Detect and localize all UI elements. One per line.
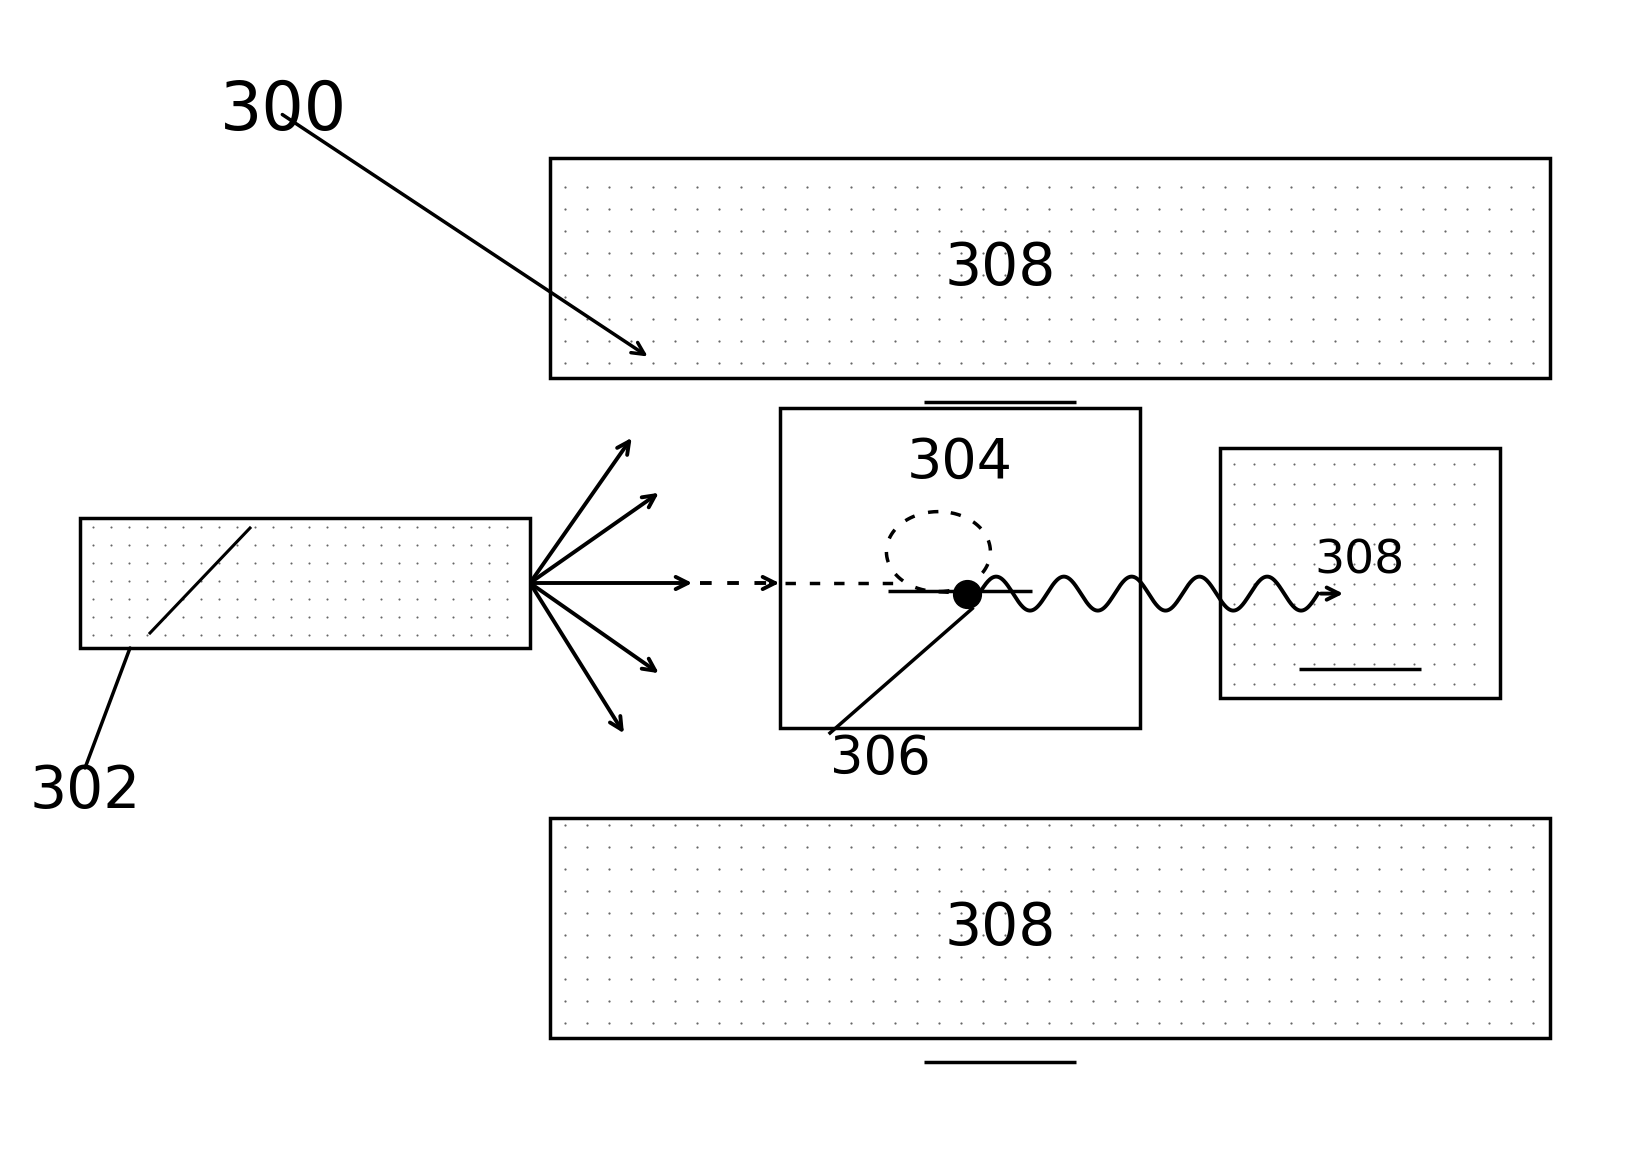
Text: 306: 306 <box>829 733 930 785</box>
Text: 308: 308 <box>945 900 1055 957</box>
Text: 308: 308 <box>945 240 1055 296</box>
Bar <box>550 818 1550 1038</box>
Bar <box>780 408 1140 728</box>
Text: 300: 300 <box>220 78 346 144</box>
Bar <box>550 157 1550 378</box>
Text: 308: 308 <box>1315 538 1405 582</box>
Text: 304: 304 <box>907 437 1013 490</box>
Bar <box>1220 448 1501 698</box>
Bar <box>80 518 530 648</box>
Text: 302: 302 <box>29 763 141 820</box>
